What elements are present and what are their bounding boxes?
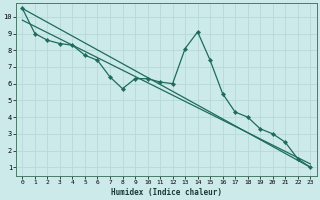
X-axis label: Humidex (Indice chaleur): Humidex (Indice chaleur) [111, 188, 222, 197]
